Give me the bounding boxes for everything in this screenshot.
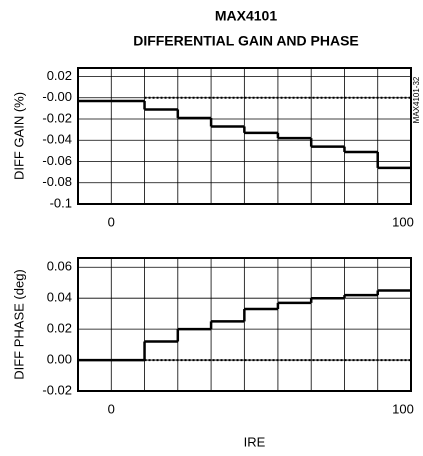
x-tick-label: 0 bbox=[108, 401, 115, 416]
plot-frame bbox=[77, 257, 412, 392]
y-tick-label: -0.1 bbox=[50, 195, 72, 210]
plot-frame bbox=[77, 67, 412, 205]
y-tick-label: 0.02 bbox=[47, 68, 72, 83]
chart-subtitle: DIFFERENTIAL GAIN AND PHASE bbox=[133, 33, 359, 49]
y-tick-label: -0.04 bbox=[42, 132, 72, 147]
y-tick-label: 0.04 bbox=[47, 290, 72, 305]
x-tick-label: 0 bbox=[108, 214, 115, 229]
x-tick-label: 100 bbox=[392, 401, 414, 416]
y-tick-label: -0.00 bbox=[42, 89, 72, 104]
annotation: MAX4101-32 bbox=[412, 76, 421, 123]
y-axis-label: DIFF PHASE (deg) bbox=[11, 269, 26, 380]
y-tick-label: -0.06 bbox=[42, 153, 72, 168]
y-tick-label: 0.06 bbox=[47, 259, 72, 274]
x-axis-label: IRE bbox=[244, 434, 266, 449]
y-tick-label: 0.00 bbox=[47, 352, 72, 367]
chart-title: MAX4101 bbox=[215, 8, 277, 24]
y-axis-label: DIFF GAIN (%) bbox=[11, 92, 26, 180]
y-tick-label: -0.08 bbox=[42, 174, 72, 189]
y-tick-label: -0.02 bbox=[42, 382, 72, 397]
x-tick-label: 100 bbox=[392, 214, 414, 229]
y-tick-label: 0.02 bbox=[47, 321, 72, 336]
y-tick-label: -0.02 bbox=[42, 110, 72, 125]
